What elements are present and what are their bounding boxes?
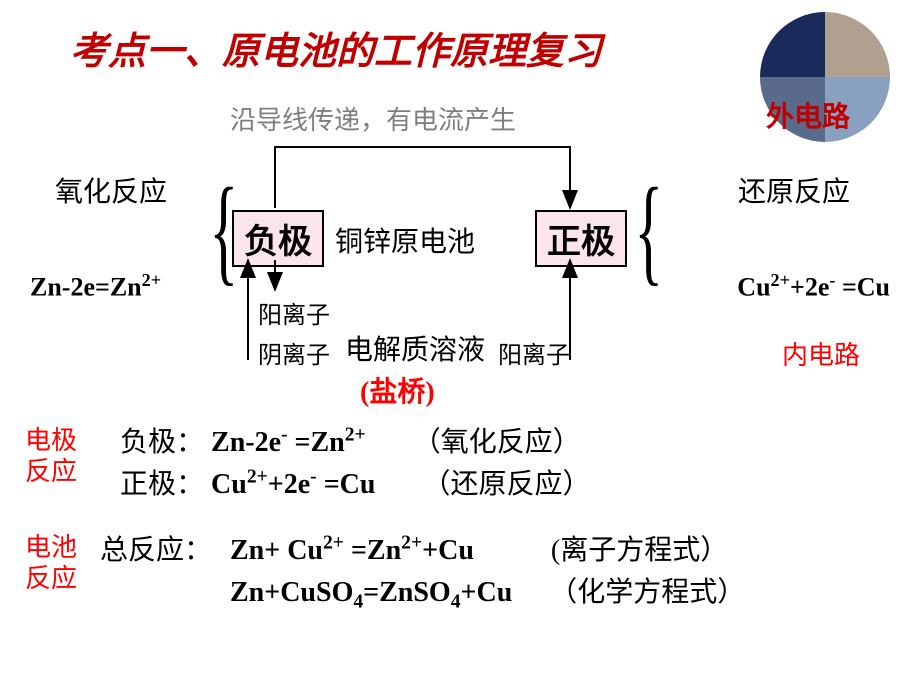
neg-row-label: 负极： xyxy=(120,427,204,458)
zn-equation: Zn-2e=Zn2+ xyxy=(30,270,161,303)
total-eq1: Zn+ Cu2+ =Zn2++Cu xyxy=(230,535,474,566)
negative-electrode-row: 负极： Zn-2e- =Zn2+ （氧化反应） xyxy=(120,420,581,460)
oxidation-label: 氧化反应 xyxy=(55,170,167,210)
pos-row-note: （还原反应） xyxy=(422,469,590,500)
positive-electrode-row: 正极： Cu2++2e- =Cu （还原反应） xyxy=(120,462,590,502)
salt-bridge-label: (盐桥) xyxy=(360,370,435,410)
total-reaction-label: 总反应： xyxy=(100,528,212,568)
electrode-reaction-label: 电极反应 xyxy=(25,425,85,487)
cu-equation: Cu2++2e- =Cu xyxy=(737,270,890,303)
outer-circuit-label: 外电路 xyxy=(766,95,850,135)
reduction-label: 还原反应 xyxy=(738,170,850,210)
battery-reaction-label: 电池反应 xyxy=(25,532,85,594)
pos-row-label: 正极： xyxy=(120,469,204,500)
total-note1: (离子方程式） xyxy=(551,535,728,566)
negative-pole-box: 负极 xyxy=(232,210,324,267)
neg-row-note: （氧化反应） xyxy=(413,427,581,458)
slide: 考点一、原电池的工作原理复习 外电路 沿导线传递，有电流产生 氧化反应 还原反应… xyxy=(0,0,920,690)
total-note2: （化学方程式） xyxy=(549,577,745,608)
total-ion-equation-row: Zn+ Cu2+ =Zn2++Cu (离子方程式） xyxy=(230,528,728,568)
right-brace-icon: { xyxy=(634,170,663,290)
electrolyte-label: 电解质溶液 xyxy=(345,328,485,368)
partially-hidden-text: 沿导线传递，有电流产生 xyxy=(230,100,516,137)
positive-pole-box: 正极 xyxy=(535,210,627,267)
cation-label-right: 阳离子 xyxy=(498,335,570,370)
neg-row-eq: Zn-2e- =Zn2+ xyxy=(211,427,366,458)
inner-circuit-label: 内电路 xyxy=(782,335,860,372)
page-title: 考点一、原电池的工作原理复习 xyxy=(70,20,602,75)
cation-label-left: 阳离子 xyxy=(258,295,330,330)
pos-row-eq: Cu2++2e- =Cu xyxy=(211,469,375,500)
cell-name-label: 铜锌原电池 xyxy=(335,220,475,260)
total-chem-equation-row: Zn+CuSO4=ZnSO4+Cu （化学方程式） xyxy=(230,570,745,614)
total-eq2: Zn+CuSO4=ZnSO4+Cu xyxy=(230,577,512,608)
anion-label: 阴离子 xyxy=(258,335,330,370)
